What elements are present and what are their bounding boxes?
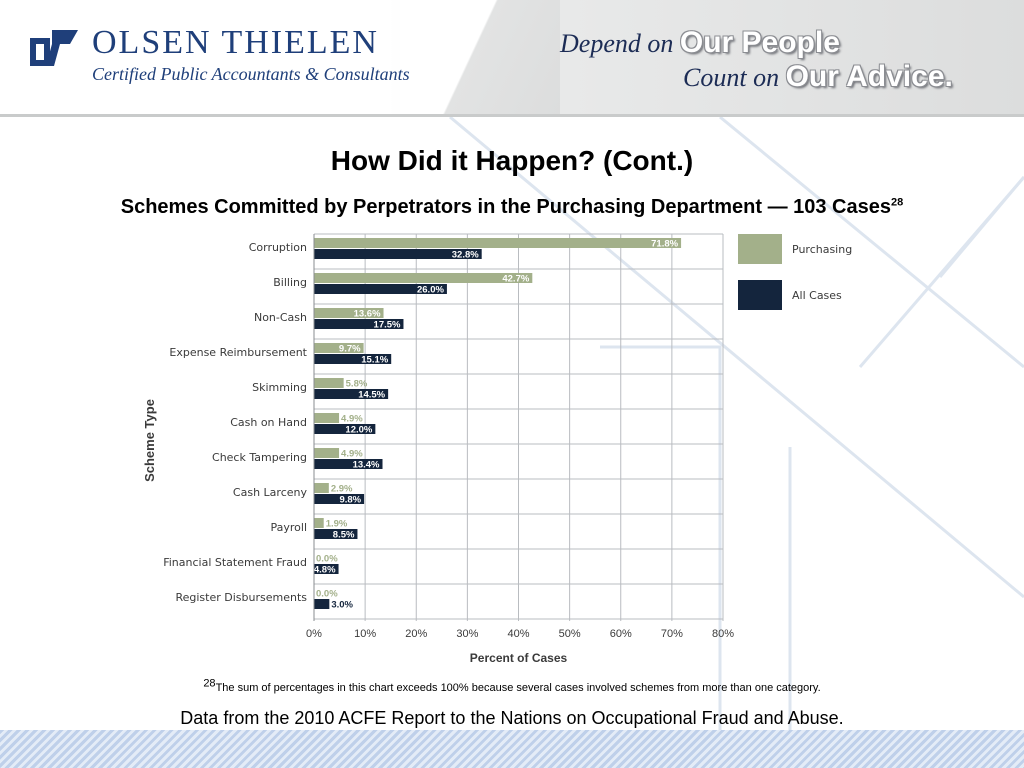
legend-label-all-cases: All Cases: [792, 289, 842, 302]
category-label: Expense Reimbursement: [169, 346, 307, 359]
data-label: 71.8%: [651, 239, 678, 250]
bar-purchasing: [314, 238, 682, 248]
scheme-type-chart: 0% 10% 20% 30% 40% 50% 60% 70% 80% Corruption 71.8…: [142, 233, 852, 665]
x-tick-label: 80%: [712, 628, 734, 640]
slogan-line-1: Depend on Our People: [560, 26, 840, 60]
category-label: Corruption: [249, 241, 307, 254]
category-label: Cash Larceny: [233, 486, 308, 499]
brand-name: OLSEN THIELEN: [92, 24, 379, 61]
x-tick-label: 60%: [610, 628, 632, 640]
category-label: Billing: [273, 276, 307, 289]
slogan-line-1-lead: Depend on: [560, 29, 680, 58]
header-divider: [400, 0, 560, 114]
footnote-text: The sum of percentages in this chart exc…: [215, 682, 821, 694]
bar-all-cases: [314, 249, 482, 259]
slide-subtitle: Schemes Committed by Perpetrators in the…: [0, 196, 1024, 219]
slogan-line-1-emphasis: Our People: [679, 26, 840, 59]
x-tick-label: 50%: [559, 628, 581, 640]
slide-header: OLSEN THIELEN Certified Public Accountan…: [0, 0, 1024, 117]
background-decoration: [449, 117, 1024, 730]
data-label: 4.9%: [341, 414, 363, 425]
bar-purchasing: [314, 308, 384, 318]
data-label: 13.6%: [354, 309, 381, 320]
data-label: 13.4%: [353, 460, 380, 471]
category-label: Non-Cash: [254, 311, 307, 324]
subtitle-footnote-ref: 28: [891, 196, 904, 209]
bar-purchasing: [314, 448, 340, 458]
data-label: 1.9%: [326, 519, 348, 530]
data-label: 12.0%: [345, 425, 372, 436]
slogan-line-2: Count on Our Advice.: [683, 60, 953, 94]
data-label: 9.8%: [339, 495, 361, 506]
bar-purchasing: [314, 378, 344, 388]
data-label: 3.0%: [331, 600, 353, 611]
bar-purchasing: [314, 413, 340, 423]
category-label: Payroll: [270, 521, 307, 534]
data-label: 0.0%: [316, 554, 338, 565]
legend-swatch-all-cases: [738, 280, 782, 310]
category-label: Financial Statement Fraud: [163, 556, 307, 569]
slogan-line-2-emphasis: Our Advice.: [785, 60, 953, 93]
bar-purchasing: [314, 343, 364, 353]
brand-tagline: Certified Public Accountants & Consultan…: [92, 64, 410, 84]
data-label: 2.9%: [331, 484, 353, 495]
bar-all-cases: [314, 459, 383, 469]
data-label: 8.5%: [333, 530, 355, 541]
bar-all-cases: [314, 284, 447, 294]
category-label: Register Disbursements: [175, 591, 307, 604]
bar-all-cases: [314, 319, 404, 329]
data-label: 4.8%: [314, 565, 336, 576]
data-label: 14.5%: [358, 390, 385, 401]
x-axis-title: Percent of Cases: [470, 651, 568, 665]
bar-all-cases: [314, 529, 358, 539]
category-label: Cash on Hand: [230, 416, 307, 429]
category-label: Skimming: [252, 381, 307, 394]
bar-all-cases: [314, 354, 392, 364]
bar-purchasing: [314, 273, 533, 283]
bar-all-cases: [314, 564, 339, 574]
data-label: 17.5%: [374, 320, 401, 331]
data-source: Data from the 2010 ACFE Report to the Na…: [180, 708, 844, 728]
bar-purchasing: [314, 518, 324, 528]
x-tick-label: 40%: [507, 628, 529, 640]
firm-logo-icon: [30, 30, 78, 66]
slide-title: How Did it Happen? (Cont.): [330, 145, 694, 176]
legend-label-purchasing: Purchasing: [792, 243, 852, 256]
slogan-line-2-lead: Count on: [683, 63, 786, 92]
data-label: 15.1%: [361, 355, 388, 366]
x-tick-label: 0%: [306, 628, 322, 640]
x-tick-label: 30%: [456, 628, 478, 640]
bar-purchasing: [314, 483, 329, 493]
y-axis-title: Scheme Type: [142, 399, 157, 482]
legend-swatch-purchasing: [738, 234, 782, 264]
bar-all-cases: [314, 389, 389, 399]
x-tick-label: 20%: [405, 628, 427, 640]
bar-all-cases: [314, 424, 376, 434]
data-label: 26.0%: [417, 285, 444, 296]
category-label: Check Tampering: [212, 451, 307, 464]
data-label: 5.8%: [346, 379, 368, 390]
data-label: 32.8%: [452, 250, 479, 261]
data-label: 9.7%: [339, 344, 361, 355]
x-tick-label: 10%: [354, 628, 376, 640]
data-label: 4.9%: [341, 449, 363, 460]
footnote-ref: 28: [203, 677, 216, 690]
bar-all-cases: [314, 494, 365, 504]
data-label: 42.7%: [502, 274, 529, 285]
chart-footnote: 28The sum of percentages in this chart e…: [0, 678, 1024, 694]
footer-band: [0, 730, 1024, 768]
subtitle-text: Schemes Committed by Perpetrators in the…: [120, 196, 891, 218]
x-tick-label: 70%: [661, 628, 683, 640]
bar-all-cases: [314, 599, 330, 609]
data-label: 0.0%: [316, 589, 338, 600]
